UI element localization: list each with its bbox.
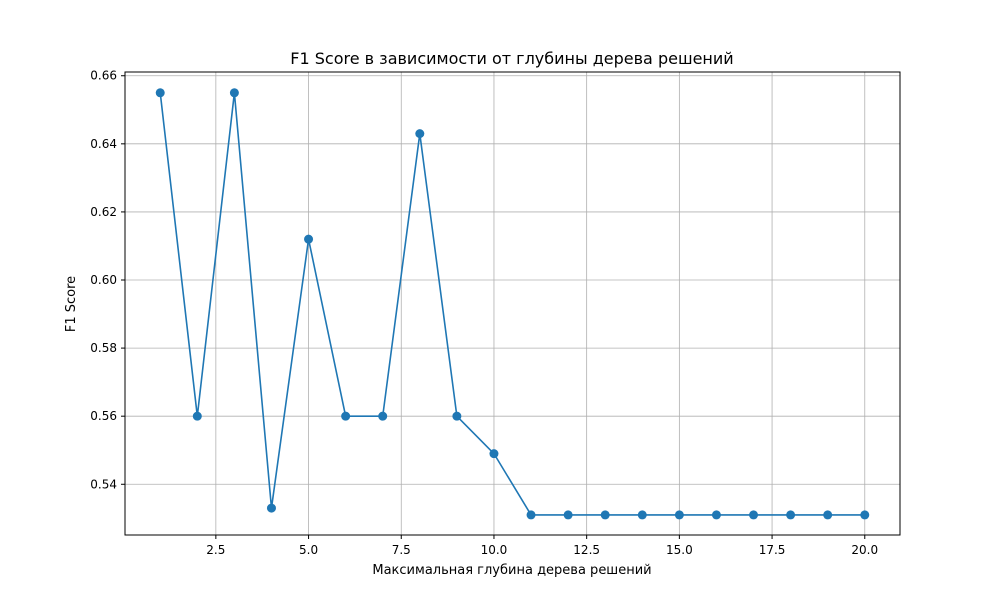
x-tick-label: 2.5 [206,543,225,557]
x-axis-title: Максимальная глубина дерева решений [372,563,651,578]
series-lines [159,91,865,516]
data-point [860,510,870,520]
y-axis-ticks: 0.54 0.56 0.58 0.60 0.62 0.64 0.66 [90,69,125,491]
data-point [304,234,314,244]
x-tick-label: 15.0 [666,543,693,557]
y-axis-title: F1 Score [64,276,79,332]
y-tick-label: 0.54 [90,477,117,491]
data-point [674,510,684,520]
y-tick-label: 0.56 [90,409,117,423]
y-tick-label: 0.60 [90,273,117,287]
data-point [526,510,536,520]
grid [125,72,900,535]
data-point [600,510,610,520]
plot-frame [124,71,901,536]
y-tick-label: 0.66 [90,69,117,83]
x-tick-label: 17.5 [759,543,786,557]
y-tick-label: 0.58 [90,341,117,355]
y-tick-label: 0.62 [90,205,117,219]
series-points [155,88,870,520]
x-axis-ticks: 2.5 5.0 7.5 10.0 12.5 15.0 17.5 20.0 [206,535,878,557]
data-point [711,510,721,520]
data-point [749,510,759,520]
x-tick-label: 5.0 [299,543,318,557]
data-point [786,510,796,520]
x-tick-label: 7.5 [392,543,411,557]
data-point [266,503,276,513]
x-tick-label: 12.5 [573,543,600,557]
series-line [159,91,865,516]
y-tick-label: 0.64 [90,137,117,151]
data-point [415,129,425,139]
data-point [341,411,351,421]
data-point [489,449,499,459]
x-tick-label: 20.0 [851,543,878,557]
chart-title: F1 Score в зависимости от глубины дерева… [290,49,733,68]
data-point [637,510,647,520]
data-point [563,510,573,520]
data-point [155,88,165,98]
data-point [378,411,388,421]
x-tick-label: 10.0 [481,543,508,557]
data-point [452,411,462,421]
data-point [192,411,202,421]
data-point [229,88,239,98]
data-point [823,510,833,520]
